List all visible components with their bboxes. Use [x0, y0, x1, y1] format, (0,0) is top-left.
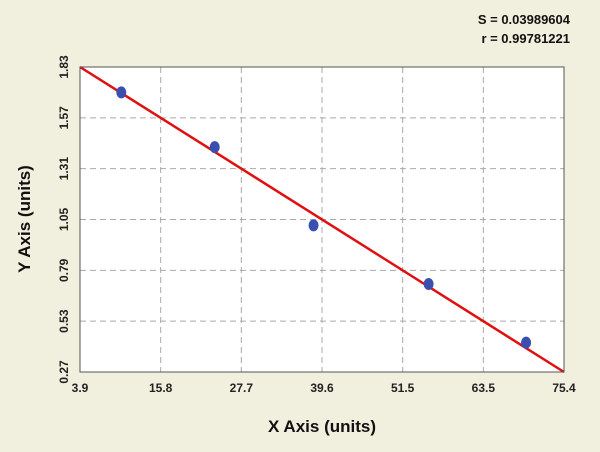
data-point: [209, 141, 220, 154]
x-tick-label: 51.5: [391, 381, 415, 395]
y-tick-labels: 0.27 0.53 0.79 1.05 1.31 1.57 1.83: [57, 55, 71, 384]
x-tick-labels: 3.9 15.8 27.7 39.6 51.5 63.5 75.4: [72, 381, 576, 395]
fit-line-group: [79, 65, 565, 374]
data-point: [521, 336, 532, 349]
data-point: [423, 278, 434, 291]
x-tick-label: 15.8: [149, 381, 173, 395]
stat-r: r = 0.99781221: [481, 31, 570, 46]
x-tick-label: 3.9: [72, 381, 89, 395]
y-tick-label: 0.53: [57, 309, 71, 333]
x-tick-label: 63.5: [472, 381, 496, 395]
data-point: [116, 86, 127, 99]
data-point: [308, 219, 319, 232]
y-tick-label: 1.57: [57, 106, 71, 130]
y-tick-label: 1.05: [57, 207, 71, 231]
x-axis-title: X Axis (units): [268, 417, 376, 436]
fit-line: [79, 65, 565, 374]
y-tick-label: 1.31: [57, 157, 71, 181]
stat-s: S = 0.03989604: [478, 12, 571, 27]
data-points: [116, 86, 532, 349]
y-tick-label: 0.79: [57, 258, 71, 282]
y-tick-label: 0.27: [57, 360, 71, 384]
plot-frame: [79, 66, 565, 373]
x-tick-label: 27.7: [230, 381, 254, 395]
y-tick-label: 1.83: [57, 55, 71, 79]
x-tick-label: 75.4: [552, 381, 576, 395]
y-axis-title: Y Axis (units): [15, 165, 34, 273]
x-tick-label: 39.6: [310, 381, 334, 395]
